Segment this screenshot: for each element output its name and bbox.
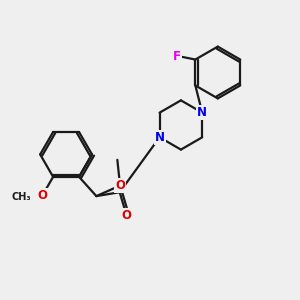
Text: CH₃: CH₃ bbox=[11, 192, 31, 203]
Text: F: F bbox=[173, 50, 181, 64]
Text: O: O bbox=[121, 209, 131, 222]
Text: O: O bbox=[37, 189, 47, 203]
Text: N: N bbox=[154, 131, 165, 144]
Text: N: N bbox=[197, 106, 207, 119]
Text: O: O bbox=[115, 179, 125, 192]
